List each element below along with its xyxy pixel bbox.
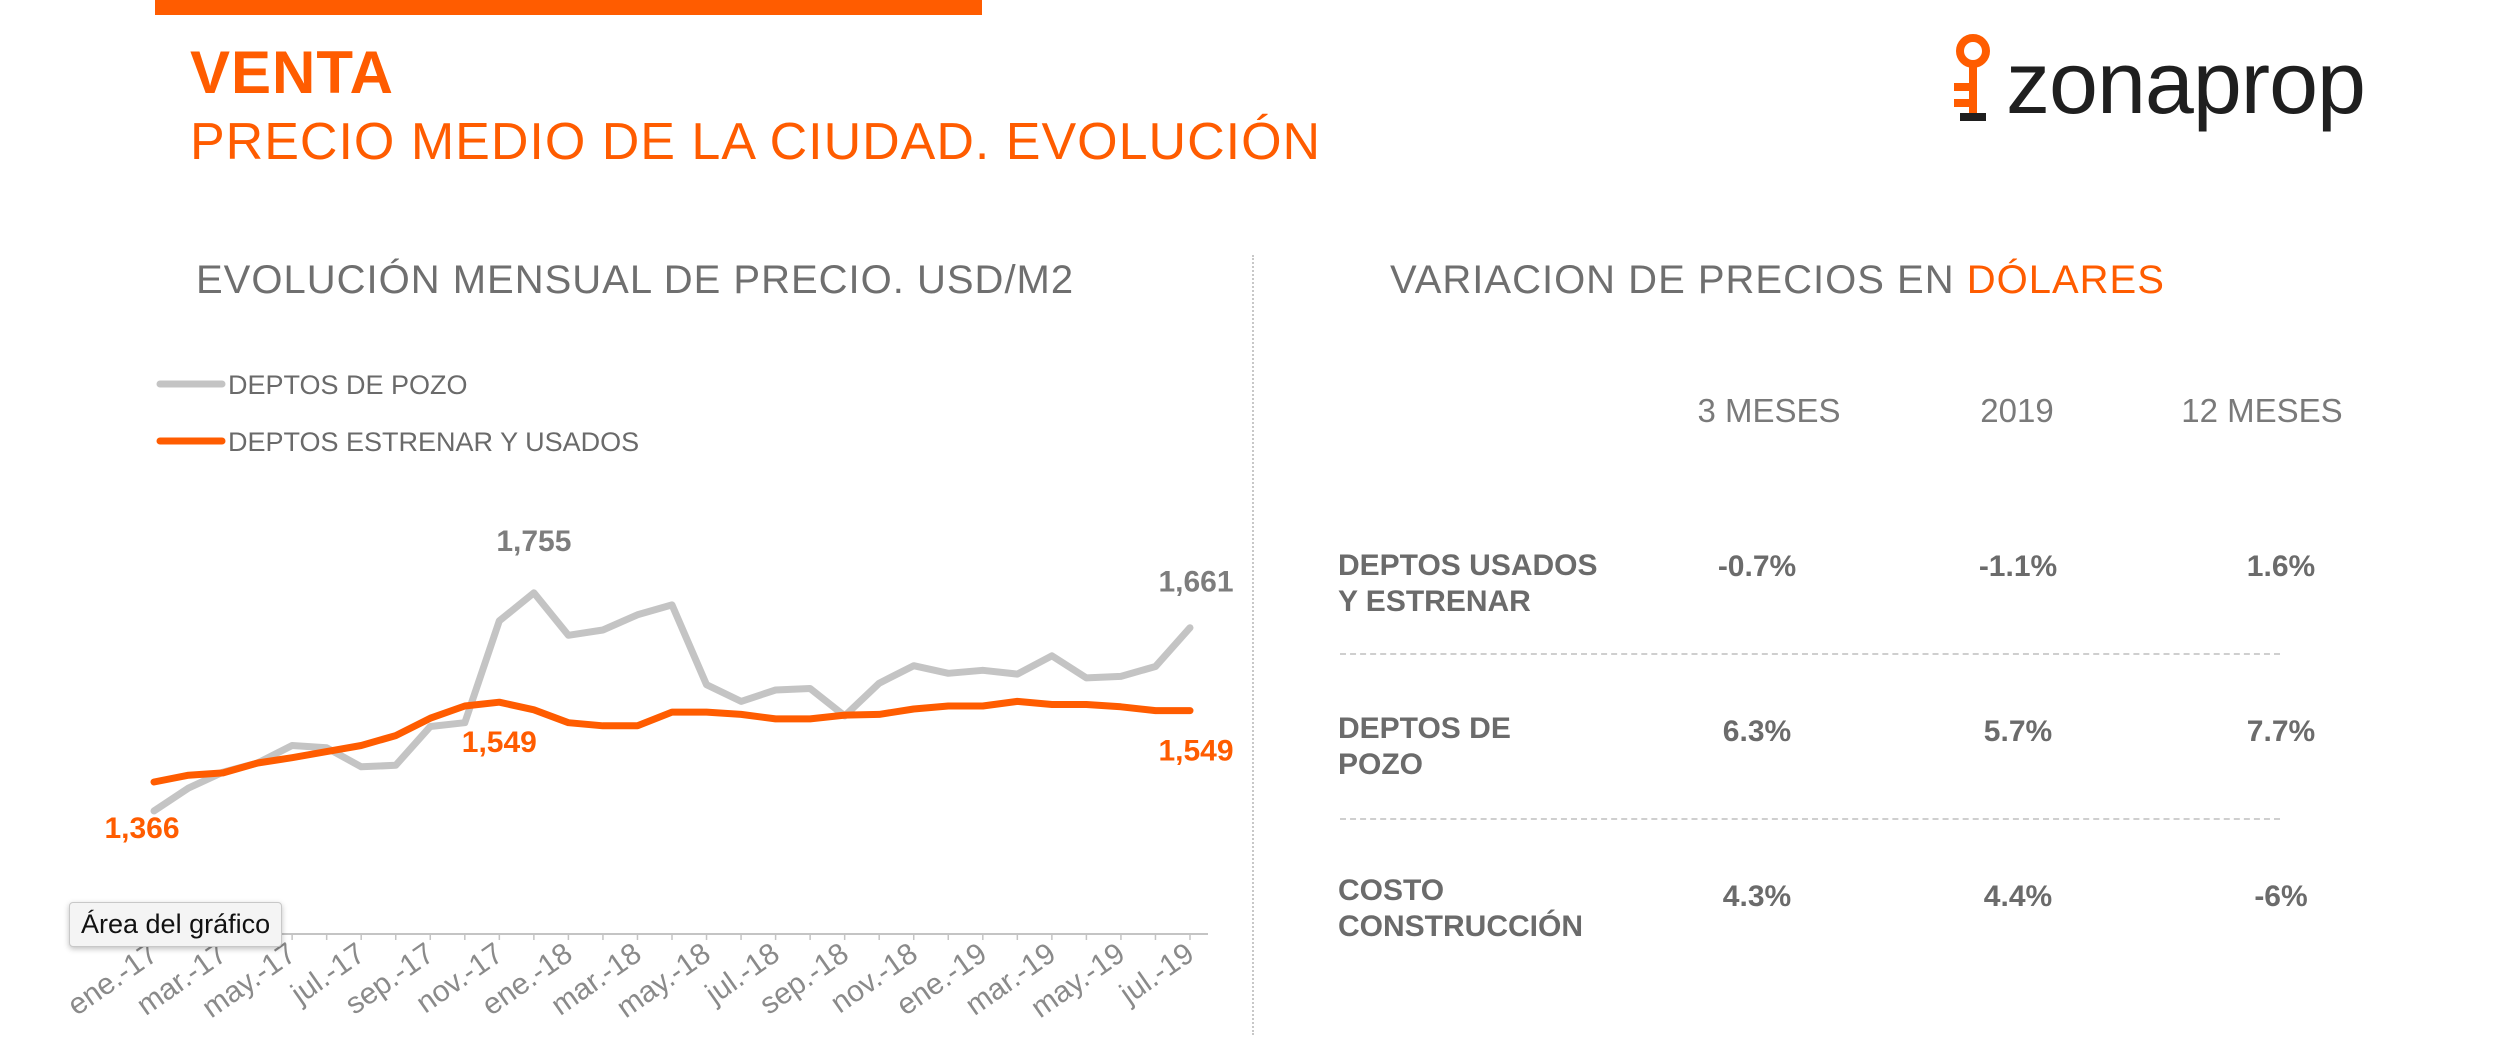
cell-costo-3-meses: 4.3% [1722,880,1792,913]
legend-label: DEPTOS DE POZO [228,370,468,400]
legend-label: DEPTOS ESTRENAR Y USADOS [228,427,639,457]
section-divider [1252,255,1254,1035]
row-label-deptos-usados: DEPTOS USADOS Y ESTRENAR [1338,548,1668,620]
row-label-line: CONSTRUCCIÓN [1338,910,1583,943]
cell-costo-12-meses: -6% [2254,880,2308,913]
zonaprop-logo: zonaprop [1950,28,2366,138]
cell-usados-12-meses: 1.6% [2246,550,2316,583]
x-tick-label: jul.-19 [1113,937,1200,1011]
chart-section-title: EVOLUCIÓN MENSUAL DE PRECIO. USD/M2 [196,258,1075,302]
row-separator [1340,818,2280,820]
logo-text: zonaprop [2006,33,2366,132]
column-header-3-meses: 3 MESES [1697,392,1841,429]
series-line [150,697,1194,786]
price-evolution-chart: ene.-17mar.-17may.-17jul.-17sep.-17nov.-… [62,370,1234,1025]
data-label: 1,755 [496,525,571,558]
column-header-2019: 2019 [1980,392,2054,429]
column-header-12-meses: 12 MESES [2181,392,2343,429]
row-separator [1340,653,2280,655]
cell-costo-2019: 4.4% [1983,880,2053,913]
data-label: 1,661 [1158,566,1233,599]
cell-pozo-2019: 5.7% [1983,715,2053,748]
page-subtitle: PRECIO MEDIO DE LA CIUDAD. EVOLUCIÓN [190,113,1322,171]
row-label-line: DEPTOS USADOS [1338,549,1598,582]
chart-area-tooltip: Área del gráfico [69,902,283,947]
cell-pozo-3-meses: 6.3% [1722,715,1792,748]
data-label: 1,549 [1158,735,1233,768]
data-label: 1,366 [104,812,179,845]
data-label: 1,549 [462,726,537,759]
row-label-line: POZO [1338,748,1424,781]
row-label-costo-construccion: COSTO CONSTRUCCIÓN [1338,873,1668,945]
row-label-line: DEPTOS DE [1338,712,1511,745]
page-title: VENTA [190,39,394,106]
cell-usados-3-meses: -0.7% [1717,550,1797,583]
cell-usados-2019: -1.1% [1978,550,2058,583]
row-label-line: COSTO [1338,874,1445,907]
table-title-prefix: VARIACION DE PRECIOS EN [1390,258,1967,302]
top-accent-bar [155,0,982,15]
cell-pozo-12-meses: 7.7% [2246,715,2316,748]
series-line [150,589,1194,815]
row-label-line: Y ESTRENAR [1338,585,1531,618]
row-label-deptos-pozo: DEPTOS DE POZO [1338,711,1668,783]
table-title-accent: DÓLARES [1966,258,2165,302]
table-section-title: VARIACION DE PRECIOS EN DÓLARES [1390,258,2165,303]
key-icon [1954,34,1990,121]
